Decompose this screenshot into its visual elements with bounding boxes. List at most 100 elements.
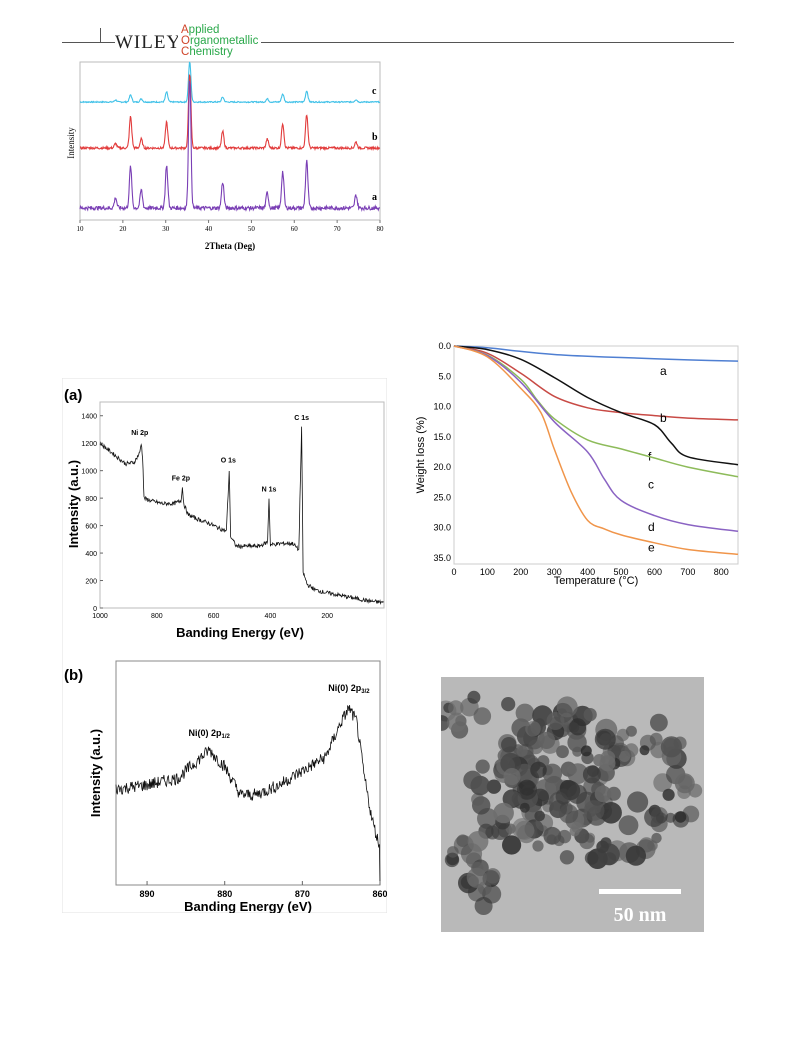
xps-b-x-tick: 890 [140, 889, 155, 899]
tem-nanoparticle [503, 768, 521, 786]
tem-nanoparticle [447, 846, 459, 858]
tem-nanoparticle [579, 833, 595, 850]
tem-nanoparticle [519, 779, 535, 796]
tga-x-tick: 300 [547, 567, 562, 577]
xrd-series-line [79, 80, 381, 212]
tem-nanoparticle [662, 788, 675, 801]
tem-nanoparticle [475, 759, 490, 774]
tem-nanoparticle [559, 804, 579, 824]
xrd-tick-label: 40 [205, 225, 213, 233]
tem-nanoparticle [485, 868, 501, 884]
tem-nanoparticle [515, 820, 535, 840]
journal-initial: O [181, 35, 190, 47]
tem-nanoparticle [582, 765, 601, 784]
tem-nanoparticle [660, 736, 682, 758]
tem-nanoparticle [542, 763, 563, 784]
journal-line: Applied [181, 24, 220, 36]
tem-nanoparticle [468, 875, 479, 887]
xps-b-panel-label: (b) [64, 667, 83, 684]
xps-a-x-tick: 600 [208, 613, 220, 620]
tem-scale-bar [599, 889, 681, 894]
xps-b-x-tick: 860 [372, 889, 387, 899]
tem-nanoparticle [448, 700, 464, 716]
header-tick [100, 28, 101, 42]
xrd-x-ticks: 10 20 30 40 50 60 70 80 [77, 220, 384, 233]
xps-a-x-label: Banding Energy (eV) [176, 625, 304, 640]
xps-a-peak-label: O 1s [221, 457, 236, 464]
xrd-series-group: c b a [79, 61, 381, 212]
tem-nanoparticle [674, 811, 687, 823]
xrd-series-line [79, 74, 381, 152]
tga-x-label: Temperature (°C) [554, 575, 638, 587]
tga-frame [453, 345, 739, 565]
xrd-tick-label: 50 [248, 225, 256, 233]
tem-nanoparticle [584, 851, 599, 865]
tem-nanoparticle [500, 752, 522, 774]
tga-y-tick: 5.0 [438, 371, 451, 381]
xps-a-y-tick: 1000 [81, 469, 97, 476]
tem-nanoparticle [519, 802, 530, 813]
xps-b-frame [115, 660, 381, 886]
tem-nanoparticle [665, 812, 676, 823]
tga-x-tick: 500 [614, 567, 629, 577]
tem-nanoparticle [493, 802, 514, 824]
tem-nanoparticle [603, 852, 617, 866]
tem-nanoparticle [543, 826, 562, 845]
tem-nanoparticle [567, 732, 587, 753]
tem-nanoparticle [467, 690, 481, 704]
xps-b-peak-label: Ni(0) 2p1/2 [188, 728, 230, 740]
xps-a-peak-label: Ni 2p [131, 430, 148, 437]
tem-nanoparticle [583, 800, 605, 821]
xps-a-x-tick: 1000 [92, 613, 108, 620]
tem-nanoparticle [501, 737, 517, 753]
xrd-plot-frame [79, 61, 381, 221]
tga-x-tick: 100 [480, 567, 495, 577]
xps-a-frame [99, 401, 385, 609]
xrd-tick-label: 10 [77, 225, 85, 233]
xrd-series-label: a [372, 192, 377, 203]
tem-nanoparticle [674, 773, 695, 794]
tem-nanoparticle [650, 713, 668, 732]
xps-a-y-tick: 0 [93, 606, 97, 613]
tga-series-line [453, 345, 739, 556]
tem-nanoparticle [502, 835, 522, 855]
tem-nanoparticle [467, 831, 489, 852]
tga-x-tick: 0 [451, 567, 456, 577]
xrd-series-line [79, 61, 381, 104]
tem-nanoparticle [647, 840, 658, 851]
tga-y-label: Weight loss (%) [415, 417, 427, 494]
tem-nanoparticle [515, 703, 535, 723]
tem-nanoparticle [447, 712, 467, 732]
tem-nanoparticle [625, 725, 637, 737]
tga-series-label: a [660, 364, 667, 378]
tga-y-tick: 10.0 [433, 402, 451, 412]
tem-nanoparticle [516, 745, 528, 757]
publisher-logo: WILEY [115, 32, 184, 54]
tem-nanoparticle [532, 840, 544, 852]
tem-nanoparticle [538, 731, 556, 749]
tga-y-tick: 35.0 [433, 553, 451, 563]
tem-nanoparticle [441, 715, 450, 731]
tem-nanoparticle [556, 696, 578, 718]
tem-nanoparticle [463, 770, 483, 790]
tem-nanoparticle [618, 815, 639, 836]
tem-nanoparticle [600, 750, 616, 766]
tem-nanoparticle [477, 808, 498, 829]
xps-b-x-tick: 880 [217, 889, 232, 899]
tga-y-tick: 15.0 [433, 432, 451, 442]
tem-nanoparticle [627, 791, 649, 813]
tga-series-line [453, 345, 739, 362]
xrd-chart: c b a 10 20 30 40 50 60 70 80 Intensity 2Theta (D… [66, 61, 384, 251]
xps-a-peak-label: C 1s [294, 415, 309, 422]
tem-nanoparticle [639, 745, 650, 756]
journal-name: Applied Organometallic Chemistry [178, 24, 262, 58]
xps-a-spectrum [99, 426, 384, 605]
xps-b-x-tick: 870 [295, 889, 310, 899]
tga-x-tick: 400 [580, 567, 595, 577]
xrd-tick-label: 30 [162, 225, 170, 233]
tem-nanoparticle [525, 721, 541, 737]
tem-nanoparticle [599, 733, 612, 746]
tga-y-tick: 0.0 [438, 341, 451, 351]
tem-nanoparticle [567, 764, 577, 775]
tem-particles [441, 690, 703, 915]
